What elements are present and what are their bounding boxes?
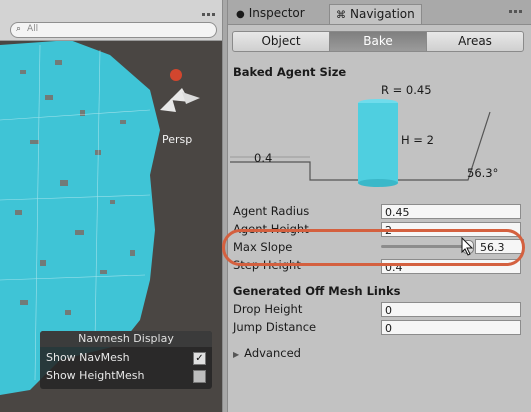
navmesh-display-title: Navmesh Display bbox=[40, 331, 212, 347]
navigation-panel: ● Inspector ⌘ Navigation Object Bake Areas… bbox=[222, 0, 531, 412]
show-heightmesh-label: Show HeightMesh bbox=[46, 369, 145, 382]
advanced-label: Advanced bbox=[244, 346, 301, 360]
menu-icon[interactable] bbox=[202, 11, 216, 19]
tab-inspector[interactable]: ● Inspector bbox=[230, 4, 311, 23]
scene-search-input[interactable]: ⌕ All bbox=[10, 22, 217, 38]
offmesh-links-title: Generated Off Mesh Links bbox=[233, 284, 401, 298]
search-icon: ⌕ bbox=[16, 24, 22, 34]
panel-divider[interactable] bbox=[222, 0, 228, 412]
agent-radius-field[interactable]: 0.45 bbox=[381, 204, 521, 219]
segment-areas[interactable]: Areas bbox=[426, 31, 524, 52]
slope-label: 56.3° bbox=[467, 166, 499, 180]
tab-navigation-label: Navigation bbox=[350, 7, 415, 21]
drop-height-field[interactable]: 0 bbox=[381, 302, 521, 317]
radius-label: R = 0.45 bbox=[381, 83, 432, 97]
navigation-icon: ⌘ bbox=[336, 10, 346, 21]
show-navmesh-checkbox[interactable]: ✓ bbox=[193, 352, 206, 365]
advanced-foldout[interactable]: ▶ Advanced bbox=[233, 345, 301, 361]
segment-bake[interactable]: Bake bbox=[329, 31, 427, 52]
foldout-arrow-icon: ▶ bbox=[233, 350, 240, 359]
baked-agent-size-title: Baked Agent Size bbox=[233, 65, 347, 79]
scene-gizmo-icon bbox=[160, 69, 200, 112]
max-slope-label: Max Slope bbox=[233, 240, 293, 254]
drop-height-label: Drop Height bbox=[233, 302, 303, 316]
max-slope-highlight bbox=[222, 229, 525, 266]
persp-label[interactable]: Persp bbox=[162, 133, 193, 146]
info-icon: ● bbox=[236, 9, 245, 20]
scene-view[interactable]: ⌕ All Persp Navmesh Display Show NavMesh… bbox=[0, 0, 222, 412]
tab-inspector-label: Inspector bbox=[248, 6, 305, 20]
show-heightmesh-row[interactable]: Show HeightMesh bbox=[46, 368, 206, 384]
navmesh-display-panel: Navmesh Display Show NavMesh ✓ Show Heig… bbox=[40, 331, 212, 389]
tab-bar: ● Inspector ⌘ Navigation bbox=[228, 0, 531, 25]
navmesh-render bbox=[0, 40, 200, 395]
show-heightmesh-checkbox[interactable]: ✓ bbox=[193, 370, 206, 383]
show-navmesh-row[interactable]: Show NavMesh bbox=[46, 350, 206, 366]
search-placeholder: All bbox=[27, 24, 39, 34]
max-slope-slider-track[interactable] bbox=[381, 245, 474, 248]
show-navmesh-label: Show NavMesh bbox=[46, 351, 130, 364]
jump-distance-label: Jump Distance bbox=[233, 320, 317, 334]
scene-toolbar: ⌕ All bbox=[0, 0, 222, 41]
jump-distance-field[interactable]: 0 bbox=[381, 320, 521, 335]
segment-object[interactable]: Object bbox=[232, 31, 330, 52]
tab-navigation[interactable]: ⌘ Navigation bbox=[329, 4, 422, 24]
agent-size-diagram bbox=[230, 99, 491, 187]
step-label: 0.4 bbox=[254, 151, 273, 165]
menu-icon[interactable] bbox=[509, 9, 523, 15]
height-label: H = 2 bbox=[401, 133, 434, 147]
agent-radius-label: Agent Radius bbox=[233, 204, 310, 218]
cursor-icon bbox=[461, 237, 474, 256]
